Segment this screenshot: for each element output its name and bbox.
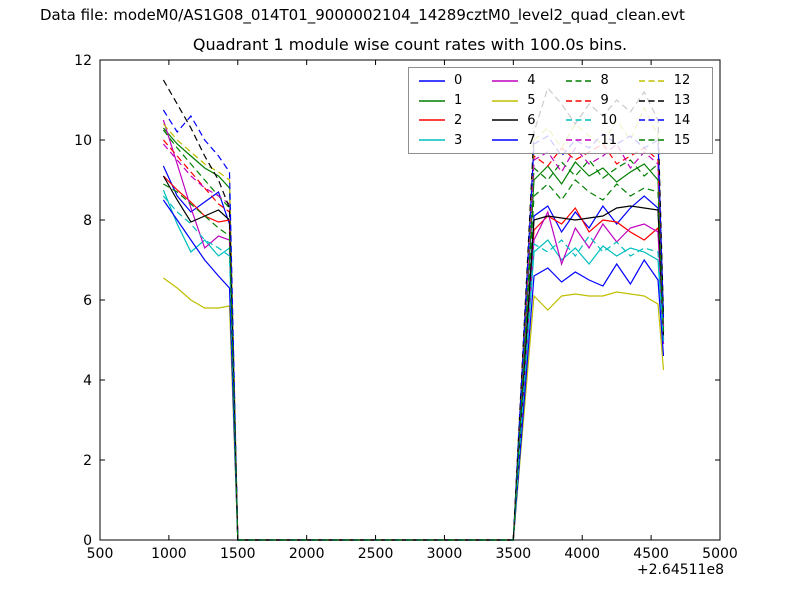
legend-item-10: 10	[565, 111, 639, 131]
legend-sample-line-1	[419, 99, 445, 102]
legend-sample-line-4	[492, 80, 519, 82]
legend-item-13: 13	[638, 91, 712, 111]
legend-sample-line-7	[492, 139, 519, 141]
legend-sample-line-6	[492, 119, 519, 122]
legend-label-10: 10	[600, 112, 618, 128]
series-line-2	[162, 175, 665, 541]
legend-item-0: 0	[419, 71, 492, 91]
legend-item-7: 7	[492, 130, 565, 150]
y-axis-tick-label: 0	[83, 533, 92, 549]
legend-item-8: 8	[565, 71, 639, 91]
legend-item-15: 15	[638, 130, 712, 150]
y-axis-tick-label: 4	[83, 373, 92, 389]
x-axis-tick-label: 1000	[151, 546, 187, 562]
x-axis-tick-label: 3500	[496, 546, 532, 562]
legend-label-8: 8	[600, 73, 609, 89]
legend-sample-line-12	[638, 80, 665, 82]
x-axis-tick-label: 2000	[289, 546, 325, 562]
legend-sample-line-15	[638, 139, 665, 141]
legend-sample-line-0	[419, 80, 445, 82]
x-axis-tick-label: 4500	[633, 546, 669, 562]
legend-item-11: 11	[565, 130, 639, 150]
legend-label-4: 4	[527, 73, 536, 89]
series-line-14	[162, 109, 665, 541]
legend-sample-line-9	[565, 99, 592, 102]
legend-item-4: 4	[492, 71, 565, 91]
legend-item-12: 12	[638, 71, 712, 91]
legend-label-7: 7	[527, 132, 536, 148]
chart-title: Quadrant 1 module wise count rates with …	[192, 35, 628, 54]
series-line-7	[162, 199, 665, 541]
legend-item-2: 2	[419, 111, 492, 131]
series-line-8	[162, 129, 665, 541]
series-line-10	[162, 195, 665, 541]
legend-label-6: 6	[527, 112, 536, 128]
series-line-0	[162, 165, 665, 541]
series-line-9	[162, 139, 665, 541]
x-axis-tick-label: 500	[87, 546, 114, 562]
legend-label-9: 9	[600, 93, 609, 109]
legend-item-6: 6	[492, 111, 565, 131]
x-axis-tick-label: 3000	[427, 546, 463, 562]
legend-label-2: 2	[454, 112, 463, 128]
series-line-15	[163, 179, 665, 541]
legend-label-12: 12	[673, 73, 691, 89]
legend-label-14: 14	[673, 112, 691, 128]
legend-sample-line-14	[638, 119, 665, 122]
series-line-6	[162, 175, 665, 541]
legend-sample-line-3	[419, 139, 445, 141]
legend-sample-line-5	[492, 99, 519, 102]
series-line-11	[162, 143, 665, 541]
series-line-12	[162, 106, 665, 541]
legend-label-13: 13	[673, 93, 691, 109]
legend-sample-line-10	[565, 119, 592, 122]
y-axis-tick-label: 8	[83, 213, 92, 229]
x-axis-offset-label: +2.64511e8	[636, 562, 724, 578]
legend-sample-line-13	[638, 99, 665, 102]
y-axis-tick-label: 10	[74, 133, 92, 149]
legend-sample-line-11	[565, 139, 592, 141]
legend-label-0: 0	[454, 73, 463, 89]
series-line-5	[163, 277, 665, 541]
x-axis-tick-label: 2500	[358, 546, 394, 562]
legend: 0 1 2 3 4 5 6 7 8 9 10 11 12 13 14 15	[408, 67, 713, 154]
legend-label-3: 3	[454, 132, 463, 148]
legend-item-14: 14	[638, 111, 712, 131]
legend-sample-line-2	[419, 119, 445, 122]
legend-item-9: 9	[565, 91, 639, 111]
legend-label-11: 11	[600, 132, 618, 148]
series-line-4	[162, 119, 665, 541]
legend-sample-line-8	[565, 80, 592, 82]
series-line-1	[162, 127, 665, 541]
legend-item-5: 5	[492, 91, 565, 111]
y-axis-tick-label: 12	[74, 53, 92, 69]
data-file-label: Data file: modeM0/AS1G08_014T01_90000021…	[40, 6, 685, 24]
series-line-3	[162, 189, 665, 541]
y-axis-tick-label: 2	[83, 453, 92, 469]
legend-label-15: 15	[673, 132, 691, 148]
x-axis-tick-label: 4000	[564, 546, 600, 562]
x-axis-tick-label: 5000	[702, 546, 738, 562]
x-axis-tick-label: 1500	[220, 546, 256, 562]
y-axis-tick-label: 6	[83, 293, 92, 309]
legend-label-5: 5	[527, 93, 536, 109]
legend-label-1: 1	[454, 93, 463, 109]
legend-item-3: 3	[419, 130, 492, 150]
legend-item-1: 1	[419, 91, 492, 111]
